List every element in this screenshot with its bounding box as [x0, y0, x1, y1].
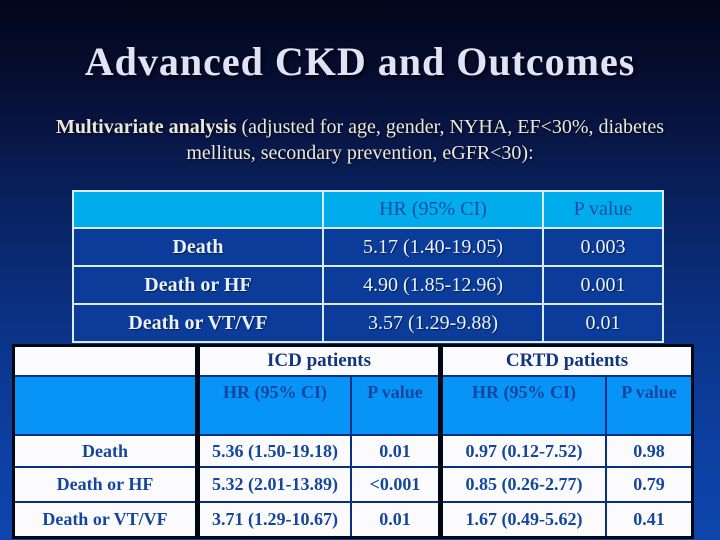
icd-crtd-table: Death Death or HF Death or VT/VF ICD pat… [12, 344, 694, 539]
table1-hr-value: 4.90 (1.85-12.96) [324, 267, 542, 303]
row-label-column: Death Death or HF Death or VT/VF [15, 347, 195, 536]
table1-row-label: Death [74, 229, 322, 265]
slide-title: Advanced CKD and Outcomes [84, 39, 636, 84]
icd-hr-value: 5.32 (2.01-13.89) [200, 468, 350, 501]
icd-hr-value: 5.36 (1.50-19.18) [200, 436, 350, 466]
table1-row-label: Death or VT/VF [74, 305, 322, 341]
table2-corner-cell [15, 347, 195, 375]
icd-p-value: <0.001 [352, 468, 438, 501]
table1-corner-cell [74, 192, 322, 227]
table2-row-label: Death [15, 436, 195, 466]
crtd-p-header: P value [607, 377, 691, 434]
subtitle-rest-text: (adjusted for age, gender, NYHA, EF<30%,… [186, 116, 665, 164]
crtd-p-value: 0.98 [607, 436, 691, 466]
crtd-hr-value: 0.97 (0.12-7.52) [443, 436, 605, 466]
table1-header-p: P value [544, 192, 662, 227]
icd-group-header: ICD patients [200, 347, 438, 375]
crtd-section: CRTD patients HR (95% CI) P value 0.97 (… [443, 347, 691, 536]
table1-header-hr: HR (95% CI) [324, 192, 542, 227]
table1-hr-value: 5.17 (1.40-19.05) [324, 229, 542, 265]
table2-row-label: Death or HF [15, 468, 195, 501]
table1-p-value: 0.003 [544, 229, 662, 265]
table1-p-value: 0.01 [544, 305, 662, 341]
crtd-hr-value: 1.67 (0.49-5.62) [443, 503, 605, 536]
icd-hr-header: HR (95% CI) [200, 377, 350, 434]
table1-p-value: 0.001 [544, 267, 662, 303]
crtd-hr-value: 0.85 (0.26-2.77) [443, 468, 605, 501]
table2-blank-subheader [15, 377, 195, 434]
icd-p-header: P value [352, 377, 438, 434]
icd-hr-value: 3.71 (1.29-10.67) [200, 503, 350, 536]
slide-subtitle: Multivariate analysis (adjusted for age,… [40, 114, 680, 166]
table2-row-label: Death or VT/VF [15, 503, 195, 536]
crtd-group-header: CRTD patients [443, 347, 691, 375]
icd-section: ICD patients HR (95% CI) P value 5.36 (1… [200, 347, 438, 536]
icd-p-value: 0.01 [352, 436, 438, 466]
icd-p-value: 0.01 [352, 503, 438, 536]
multivariate-table: HR (95% CI) P value Death 5.17 (1.40-19.… [72, 190, 664, 343]
table1-hr-value: 3.57 (1.29-9.88) [324, 305, 542, 341]
table1-row-label: Death or HF [74, 267, 322, 303]
crtd-p-value: 0.41 [607, 503, 691, 536]
crtd-hr-header: HR (95% CI) [443, 377, 605, 434]
subtitle-bold-text: Multivariate analysis [55, 116, 237, 138]
crtd-p-value: 0.79 [607, 468, 691, 501]
